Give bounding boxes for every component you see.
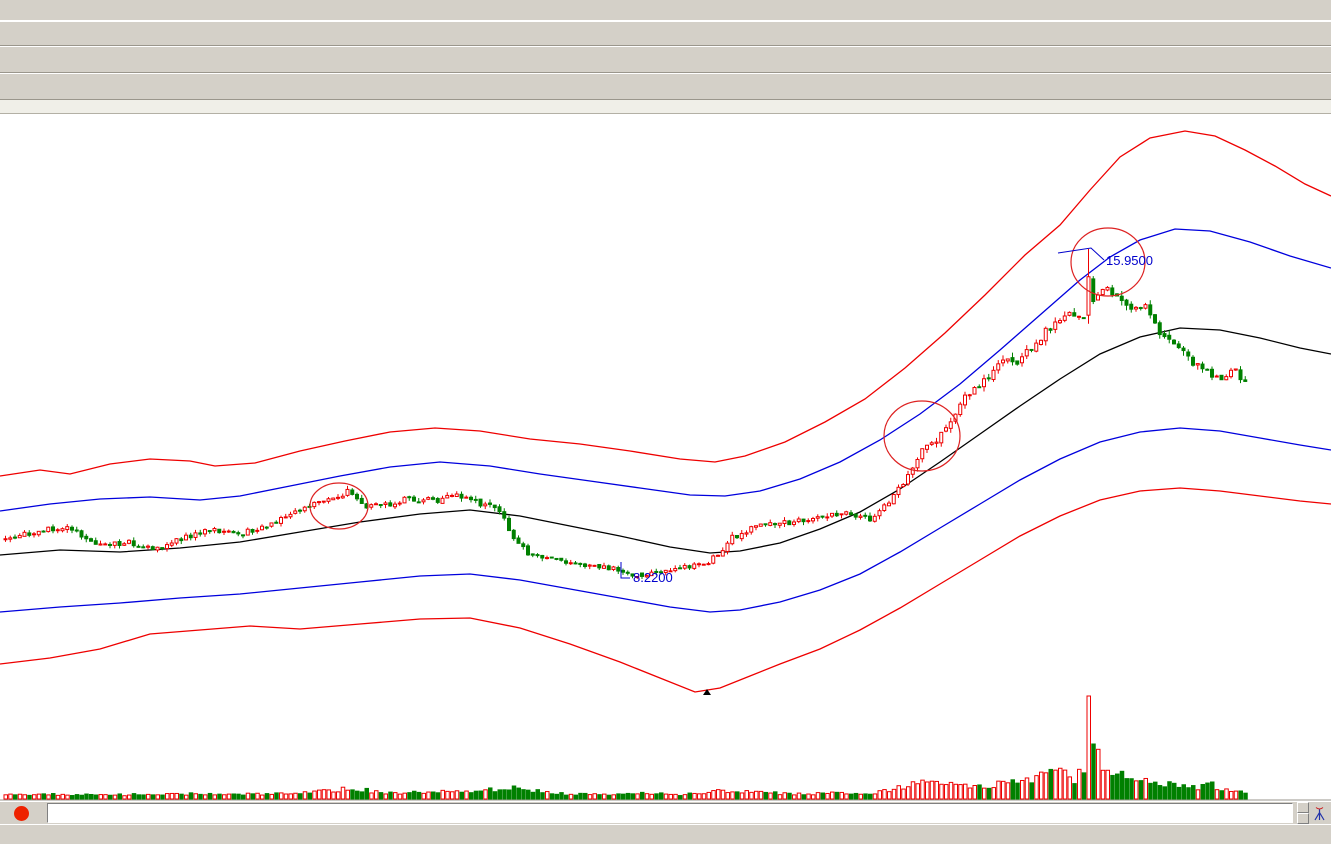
channel-line-md <box>0 327 1331 556</box>
spinner-up-button[interactable] <box>1297 802 1309 813</box>
status-bar <box>0 801 1331 824</box>
pane-splitter-marker[interactable] <box>703 689 711 695</box>
toolbar-draw <box>0 73 1331 100</box>
spinner-down-button[interactable] <box>1297 813 1309 824</box>
candlestick-layer <box>3 249 1248 579</box>
channel-line-up <box>0 228 1331 512</box>
highlight-ellipse <box>309 482 369 530</box>
volume-layer <box>3 695 1248 800</box>
price-annotation: 15.9500 <box>1106 253 1153 268</box>
toolbar-main <box>0 21 1331 46</box>
price-annotation: 8.2200 <box>633 570 673 585</box>
date-axis <box>0 100 1331 114</box>
chart-region: 15.9500 8.2200 <box>0 100 1331 801</box>
info-bar <box>0 824 1331 844</box>
channel-line-tp <box>0 130 1331 477</box>
annotation-leader <box>1057 247 1105 261</box>
news-ticker <box>47 803 1293 823</box>
menu-bar <box>0 0 1331 21</box>
channel-line-dn <box>0 427 1331 613</box>
highlight-ellipse <box>883 400 961 472</box>
shenzhen-badge-icon <box>14 805 29 821</box>
ticker-spinner <box>1297 802 1309 824</box>
antenna-icon <box>1314 806 1325 820</box>
channel-line-bt <box>0 487 1331 693</box>
highlight-ellipse <box>1070 227 1146 297</box>
chart-svg[interactable]: 15.9500 8.2200 <box>0 100 1331 801</box>
toolbar-tools <box>0 46 1331 73</box>
annotation-leader <box>620 562 630 579</box>
